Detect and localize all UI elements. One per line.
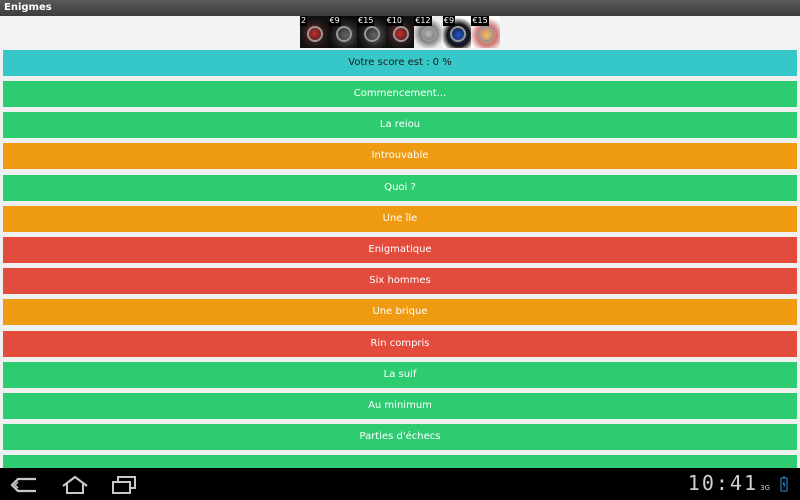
score-label: Votre score est : 0 %: [348, 57, 452, 68]
watch-image-icon: [307, 26, 323, 42]
riddle-label: La reiou: [379, 119, 421, 131]
riddle-label: Introuvable: [371, 150, 429, 162]
riddle-button[interactable]: Parties d'échecs: [3, 424, 797, 451]
riddle-button[interactable]: Six hommes: [3, 268, 797, 295]
riddle-button[interactable]: Quoi ?: [3, 174, 797, 201]
riddle-label: Parties d'échecs: [359, 431, 441, 443]
battery-icon: [780, 476, 788, 492]
ad-thumbnail[interactable]: 2: [300, 16, 329, 48]
riddle-label: Enigmatique: [368, 244, 432, 255]
ad-thumbnail[interactable]: €12: [414, 16, 443, 48]
watch-image-icon: [449, 26, 466, 42]
riddle-button[interactable]: La suif: [3, 361, 797, 388]
riddle-button[interactable]: Une brique: [3, 299, 797, 326]
ad-thumbnail[interactable]: €9: [328, 16, 358, 48]
riddle-label: Rin compris: [370, 337, 430, 349]
ad-images[interactable]: 2 €9 €15 €10 €12 €9 €15: [300, 16, 501, 48]
title-bar: Enigmes: [0, 0, 800, 17]
watch-image-icon: [392, 26, 409, 42]
ad-price: €10: [385, 16, 404, 26]
ad-price: €12: [414, 16, 432, 26]
watch-image-icon: [421, 26, 438, 42]
home-icon[interactable]: [60, 474, 90, 496]
recent-apps-icon[interactable]: [110, 474, 138, 496]
ad-thumbnail[interactable]: €9: [442, 16, 472, 48]
ad-thumbnail[interactable]: €10: [385, 16, 415, 48]
riddle-label: Six hommes: [369, 275, 431, 287]
riddle-label: Une brique: [372, 306, 428, 318]
ad-price: 2: [300, 16, 308, 26]
clock: 10:41: [687, 471, 758, 495]
score-banner: Votre score est : 0 %: [3, 50, 797, 76]
riddle-button[interactable]: La reiou: [3, 112, 797, 139]
riddle-button[interactable]: Une île: [3, 205, 797, 232]
riddle-button[interactable]: Commencement...: [3, 81, 797, 107]
riddle-label: La suif: [383, 368, 417, 380]
riddle-button[interactable]: Au minimum: [3, 393, 797, 419]
watch-image-icon: [335, 26, 352, 42]
ad-thumbnail[interactable]: €15: [357, 16, 386, 48]
watch-image-icon: [364, 26, 381, 42]
app-title: Enigmes: [4, 2, 52, 13]
ad-thumbnail[interactable]: €15: [471, 16, 501, 48]
back-icon[interactable]: [10, 474, 38, 496]
riddle-label: Une île: [382, 212, 418, 224]
ad-banner[interactable]: 2 €9 €15 €10 €12 €9 €15: [0, 16, 800, 48]
system-navigation-bar: 10:41 3G: [0, 468, 800, 500]
ad-price: €15: [357, 16, 375, 26]
riddle-button[interactable]: Enigmatique: [3, 237, 797, 263]
riddle-label: Au minimum: [368, 400, 432, 411]
ad-price: €15: [471, 16, 489, 26]
riddle-label: Commencement...: [353, 88, 447, 99]
watch-image-icon: [478, 26, 495, 42]
ad-price: €9: [442, 16, 456, 26]
ad-price: €9: [328, 16, 341, 26]
riddle-label: Quoi ?: [384, 181, 416, 193]
riddle-button[interactable]: Rin compris: [3, 330, 797, 357]
riddle-button[interactable]: Introuvable: [3, 143, 797, 170]
network-indicator: 3G: [760, 484, 770, 492]
